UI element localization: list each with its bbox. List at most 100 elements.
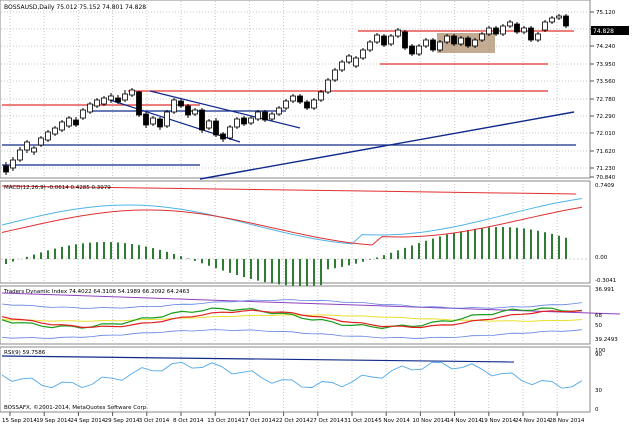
bearish-candle (200, 110, 205, 130)
price-tick-label: 75.120 (596, 10, 616, 16)
bullish-candle (270, 114, 275, 119)
rsi-tick-label: 30 (595, 388, 602, 394)
date-tick-label: 13 Oct 2014 (207, 418, 242, 424)
macd-histogram-bar (299, 259, 301, 286)
macd-histogram-bar (474, 229, 476, 259)
macd-histogram-bar (523, 228, 525, 259)
macd-histogram-bar (187, 258, 189, 259)
bullish-candle (256, 112, 261, 119)
macd-histogram-bar (355, 259, 357, 264)
macd-histogram-bar (68, 245, 70, 259)
bullish-candle (193, 110, 198, 114)
bullish-candle (18, 150, 23, 160)
bullish-candle (32, 148, 37, 152)
date-tick-label: 19 Nov 2014 (481, 418, 517, 424)
bullish-candle (249, 118, 254, 123)
bullish-candle (130, 90, 135, 95)
bullish-candle (501, 26, 506, 34)
macd-histogram-bar (110, 242, 112, 259)
macd-histogram-bar (152, 248, 154, 259)
macd-histogram-bar (488, 227, 490, 259)
bullish-candle (424, 40, 429, 46)
bullish-candle (11, 160, 16, 168)
bullish-candle (375, 35, 380, 42)
bullish-candle (340, 62, 345, 70)
date-tick-label: 22 Oct 2014 (276, 418, 311, 424)
macd-panel[interactable] (0, 181, 590, 283)
bullish-candle (459, 38, 464, 44)
tdi-tick-label: 68 (595, 313, 602, 319)
bullish-candle (445, 36, 450, 42)
bullish-candle (550, 18, 555, 22)
bullish-candle (543, 22, 548, 30)
macd-histogram-bar (26, 257, 28, 259)
bullish-candle (277, 108, 282, 114)
macd-histogram-bar (222, 259, 224, 271)
bullish-candle (235, 119, 240, 127)
bearish-candle (529, 28, 534, 40)
macd-histogram-bar (313, 259, 315, 286)
bullish-candle (354, 58, 359, 66)
bearish-candle (186, 106, 191, 115)
macd-histogram-bar (418, 243, 420, 259)
bullish-candle (291, 96, 296, 101)
macd-histogram-bar (243, 259, 245, 277)
bullish-candle (417, 46, 422, 54)
bearish-candle (305, 102, 310, 108)
macd-histogram-bar (173, 254, 175, 259)
macd-histogram-bar (362, 259, 364, 262)
date-tick-label: 29 Sep 2014 (105, 418, 140, 424)
macd-tick-label: 0.00 (595, 255, 608, 261)
bullish-candle (102, 98, 107, 104)
macd-histogram-bar (306, 259, 308, 286)
macd-histogram-bar (348, 259, 350, 265)
bearish-candle (515, 24, 520, 32)
macd-histogram-bar (250, 259, 252, 279)
date-tick-label: 28 Nov 2014 (549, 418, 585, 424)
bullish-candle (473, 40, 478, 46)
macd-histogram-bar (551, 234, 553, 259)
price-tick-label: 73.950 (596, 62, 616, 68)
bullish-candle (109, 96, 114, 100)
bullish-candle (81, 110, 86, 118)
bullish-candle (228, 127, 233, 138)
macd-histogram-bar (131, 244, 133, 259)
bullish-candle (536, 34, 541, 40)
macd-histogram-bar (558, 236, 560, 259)
indicator-axes: 0.74090.00-0.304136.991685039.2493100903… (595, 183, 618, 413)
bullish-candle (88, 104, 93, 112)
macd-histogram-bar (397, 250, 399, 259)
bullish-candle (389, 36, 394, 44)
bullish-candle (361, 50, 366, 58)
macd-histogram-bar (54, 249, 56, 259)
date-tick-label: 10 Nov 2014 (412, 418, 448, 424)
date-tick-label: 8 Oct 2014 (173, 418, 204, 424)
bearish-candle (137, 92, 142, 115)
macd-histogram-bar (61, 247, 63, 259)
bearish-candle (4, 166, 9, 172)
macd-histogram-bar (425, 241, 427, 259)
price-tick-label: 72.780 (596, 97, 616, 103)
date-tick-label: 19 Sep 2014 (36, 418, 71, 424)
bearish-candle (74, 120, 79, 125)
date-tick-label: 15 Sep 2014 (2, 418, 37, 424)
macd-histogram-bar (82, 243, 84, 259)
bearish-candle (221, 134, 226, 139)
macd-histogram-bar (446, 235, 448, 259)
bullish-candle (207, 121, 212, 128)
bearish-candle (466, 38, 471, 46)
tdi-tick-label: 36.991 (595, 287, 614, 293)
tdi-title: Traders Dynamic Index 74.4022 64.3106 54… (3, 289, 190, 295)
macd-histogram-bar (460, 231, 462, 259)
macd-histogram-bar (89, 243, 91, 259)
tdi-tick-label: 39.2493 (595, 337, 618, 343)
current-price-label: 74.828 (593, 28, 614, 35)
macd-histogram-bar (516, 228, 518, 259)
macd-histogram-bar (194, 259, 196, 261)
macd-histogram-bar (537, 231, 539, 259)
macd-histogram-bar (467, 230, 469, 259)
bullish-candle (165, 112, 170, 126)
bullish-candle (25, 142, 30, 150)
